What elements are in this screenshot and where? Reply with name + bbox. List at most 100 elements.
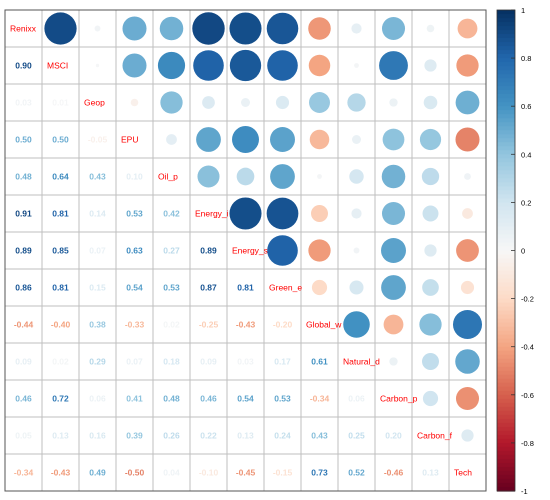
correlation-value: -0.40 [51,320,71,330]
legend-gradient-slice [497,130,515,135]
legend-gradient-slice [497,214,515,220]
correlation-circle [266,197,299,230]
correlation-value: 0.07 [89,246,106,256]
legend-gradient-slice [497,326,515,332]
legend-gradient-slice [497,430,515,436]
legend-gradient-slice [497,414,515,420]
legend-gradient-slice [497,82,515,87]
legend-gradient-slice [497,14,515,19]
correlation-value: 0.38 [89,320,106,330]
correlation-value: 0.54 [237,394,254,404]
variable-label: Geop [84,98,105,108]
correlation-value: 0.73 [311,468,328,478]
legend-gradient-slice [497,362,515,368]
legend-gradient-slice [497,154,515,159]
correlation-value: 0.54 [126,283,143,293]
correlation-value: 0.86 [15,283,32,293]
correlation-circle [193,50,224,81]
legend-gradient-slice [497,442,515,448]
legend-gradient-slice [497,186,515,191]
legend-gradient-slice [497,310,515,316]
correlation-value: 0.13 [422,468,439,478]
variable-label: Energy_s [232,246,268,256]
correlation-circle [317,174,322,179]
correlation-value: 0.06 [89,394,106,404]
correlation-value: 0.52 [348,468,365,478]
legend-tick-label: 0.4 [521,150,531,159]
correlation-circle [422,205,439,222]
legend-gradient-slice [497,334,515,340]
legend-gradient-slice [497,458,515,464]
legend-gradient-slice [497,398,515,404]
correlation-circle [166,134,177,145]
legend-gradient-slice [497,86,515,91]
correlation-circle [464,173,471,180]
legend-gradient-slice [497,462,515,468]
legend-gradient-slice [497,370,515,376]
legend-gradient-slice [497,182,515,187]
correlation-value: -0.34 [14,468,34,478]
legend-tick-label: -0.6 [521,391,534,400]
correlation-circle [379,51,408,80]
correlation-value: 0.90 [15,61,32,71]
legend-gradient-slice [497,258,515,264]
correlation-value: 0.50 [52,135,69,145]
legend-gradient-slice [497,422,515,428]
correlation-value: -0.34 [310,394,330,404]
variable-label: Carbon_p [380,394,418,404]
legend-gradient-slice [497,266,515,272]
legend-gradient-slice [497,446,515,452]
legend-gradient-slice [497,206,515,212]
correlation-circle [122,53,147,78]
correlation-circle [381,16,406,41]
correlation-value: 0.25 [348,431,365,441]
correlation-value: 0.41 [126,394,143,404]
legend-gradient-slice [497,450,515,456]
correlation-value: 0.02 [52,357,69,367]
variable-label: Tech [454,468,472,478]
legend-gradient-slice [497,190,515,195]
correlation-circle [229,197,262,230]
correlation-value: -0.44 [14,320,34,330]
legend-gradient-slice [497,282,515,288]
correlation-circle [424,244,437,257]
correlation-value: 0.87 [200,283,217,293]
legend-gradient-slice [497,166,515,171]
legend-gradient-slice [497,66,515,71]
legend-gradient-slice [497,302,515,308]
correlation-value: 0.64 [52,172,69,182]
correlation-value: 0.43 [311,431,328,441]
correlation-value: 0.13 [52,431,69,441]
correlation-circle [197,165,220,188]
correlation-circle [419,313,442,336]
legend-gradient-slice [497,30,515,35]
legend-gradient-slice [497,482,515,488]
correlation-circle [455,349,480,374]
legend-gradient-slice [497,202,515,208]
correlation-value: 0.48 [163,394,180,404]
correlation-value: -0.33 [125,320,145,330]
correlation-circle [270,164,295,189]
legend-gradient-slice [497,402,515,408]
correlation-circle [419,128,442,151]
legend-gradient-slice [497,306,515,312]
correlation-circle [229,12,262,45]
legend-gradient-slice [497,78,515,83]
correlation-circle [159,16,184,41]
legend-gradient-slice [497,34,515,39]
legend-gradient-slice [497,42,515,47]
legend-tick-label: 0.2 [521,198,531,207]
correlation-circle [202,96,215,109]
legend-gradient-slice [497,390,515,396]
correlation-circle [347,93,366,112]
legend-gradient-slice [497,38,515,43]
correlation-circle [351,208,362,219]
legend-gradient-slice [497,210,515,216]
variable-label: MSCI [47,61,68,71]
legend-gradient-slice [497,470,515,476]
legend-gradient-slice [497,294,515,300]
legend-gradient-slice [497,330,515,336]
correlation-value: 0.81 [52,209,69,219]
correlation-circle [94,25,101,32]
legend-gradient-slice [497,126,515,131]
